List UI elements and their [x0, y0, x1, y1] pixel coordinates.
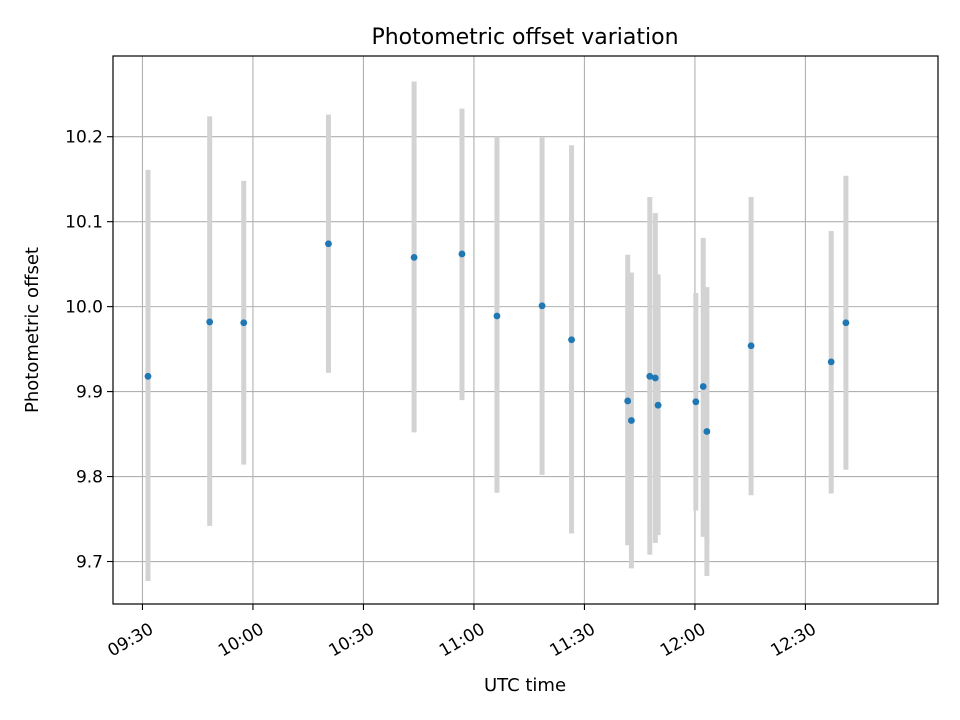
data-point: [144, 372, 152, 380]
y-tick-label: 10.2: [65, 128, 103, 148]
data-point: [651, 374, 659, 382]
data-point: [699, 383, 707, 390]
data-point: [493, 312, 501, 320]
data-point: [538, 302, 546, 310]
data-points: [144, 240, 850, 435]
data-point: [842, 319, 850, 327]
y-axis-label: Photometric offset: [22, 247, 43, 413]
y-tick-label: 10.1: [65, 213, 103, 233]
y-tick-label: 9.9: [76, 383, 103, 403]
plot-frame: [112, 55, 939, 605]
data-point: [692, 398, 700, 406]
data-point: [627, 417, 635, 424]
data-point: [325, 240, 332, 248]
data-point: [654, 401, 662, 409]
grid-lines: [113, 56, 938, 604]
data-point: [458, 250, 466, 258]
data-point: [568, 336, 575, 344]
data-point: [646, 372, 654, 380]
data-point: [703, 428, 711, 435]
y-tick-label: 10.0: [65, 298, 103, 318]
data-point: [747, 342, 755, 350]
y-tick-label: 9.7: [76, 553, 103, 573]
data-point: [624, 397, 632, 405]
x-axis-label: UTC time: [484, 675, 566, 696]
data-point: [206, 318, 214, 326]
y-tick-label: 9.8: [76, 468, 103, 488]
data-point: [410, 253, 418, 261]
plot-area-background: [113, 56, 938, 604]
data-point: [827, 358, 835, 366]
data-point: [240, 319, 248, 327]
chart-title: Photometric offset variation: [371, 25, 678, 50]
